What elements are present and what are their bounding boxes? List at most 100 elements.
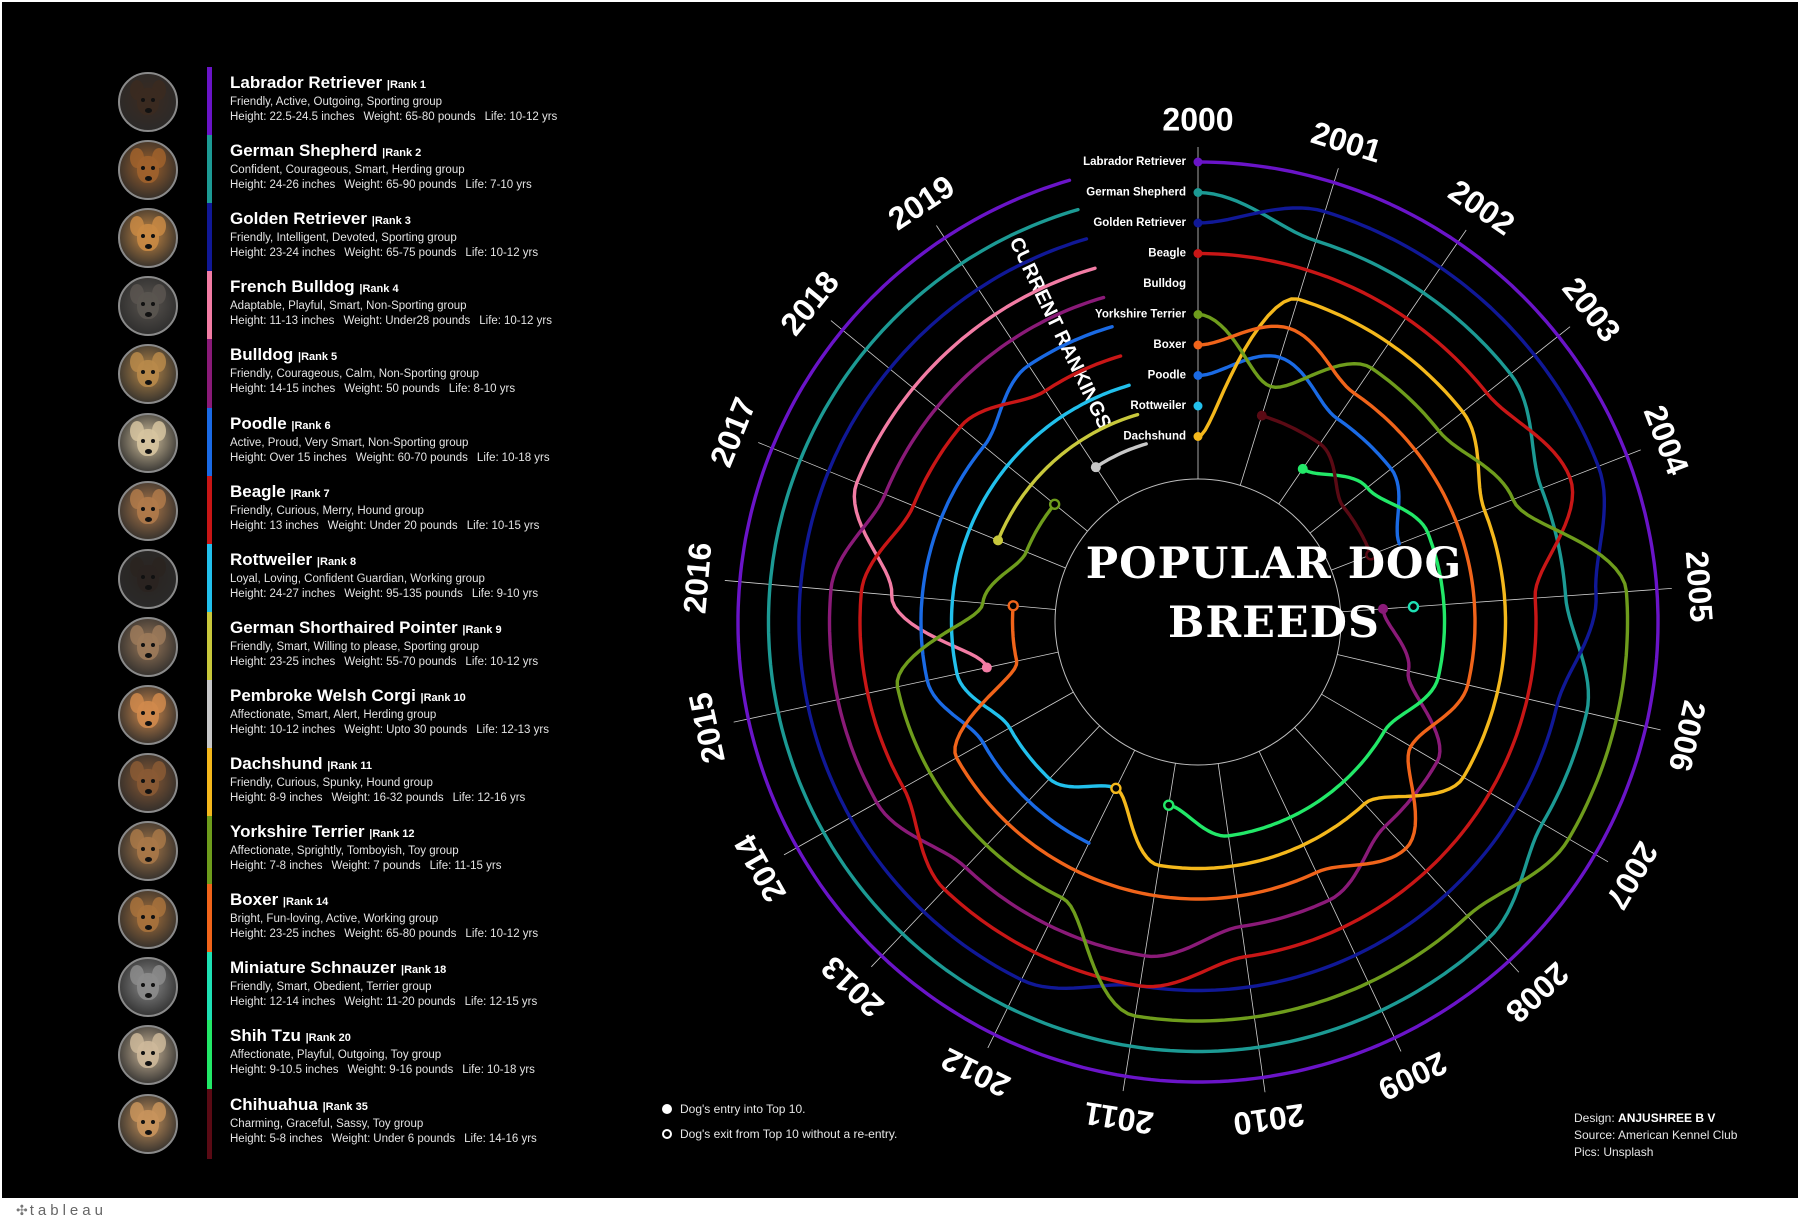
- legend-entry: Dog's entry into Top 10.: [662, 1102, 805, 1116]
- breed-weight: Under 6 pounds: [373, 1132, 456, 1145]
- start-marker: [1193, 310, 1203, 319]
- dashboard: Labrador Retriever |Rank 1 Friendly, Acti…: [2, 2, 1798, 1198]
- dachshund-photo: [118, 753, 178, 813]
- series-start-label: Yorkshire Terrier: [1095, 309, 1187, 321]
- shih-tzu-photo: [118, 1025, 178, 1086]
- breed-traits: Affectionate, Playful, Outgoing, Toy gro…: [230, 1049, 442, 1062]
- breed-color-bar: [207, 1020, 212, 1091]
- entry-marker: [1297, 463, 1308, 474]
- year-label: 2011: [1082, 1095, 1156, 1142]
- exit-marker: [1007, 600, 1019, 612]
- breed-name: German Shorthaired Pointer |Rank 9: [230, 617, 502, 637]
- breed-traits: Friendly, Courageous, Calm, Non-Sporting…: [230, 368, 480, 381]
- breed-rank: |Rank 14: [282, 896, 329, 909]
- breed-color-bar: [207, 543, 212, 614]
- beagle-photo: [118, 480, 178, 541]
- breed-rank: |Rank 3: [371, 215, 411, 228]
- breed-life: 9-10 yrs: [496, 587, 539, 600]
- breed-traits: Affectionate, Sprightly, Tomboyish, Toy …: [230, 845, 459, 858]
- rottweiler-photo: [118, 548, 178, 609]
- breed-traits: Friendly, Curious, Merry, Hound group: [230, 504, 424, 517]
- entry-marker: [1090, 462, 1101, 473]
- series-line: [1196, 354, 1401, 546]
- breed-rank: |Rank 10: [420, 691, 466, 704]
- series-line: [797, 206, 1606, 993]
- breed-color-bar: [207, 271, 212, 342]
- breed-life: 8-10 yrs: [473, 383, 516, 396]
- footer: ✣ tableau: [0, 1198, 1800, 1227]
- breed-weight: Upto 30 pounds: [386, 723, 468, 736]
- breed-height: 13 inches: [269, 519, 319, 532]
- breed-name: Beagle |Rank 7: [230, 481, 330, 501]
- series-line: [919, 325, 1114, 845]
- breed-rank: |Rank 5: [298, 351, 338, 364]
- breed-list: Labrador Retriever |Rank 1 Friendly, Acti…: [2, 2, 662, 1198]
- pembroke-welsh-corgi-photo: [118, 684, 178, 745]
- series-start-label: Bulldog: [1143, 278, 1186, 290]
- breed-traits: Loyal, Loving, Confident Guardian, Worki…: [230, 572, 485, 585]
- breed-weight: 50 pounds: [386, 383, 440, 396]
- exit-marker: [1407, 601, 1420, 613]
- breed-weight: 9-16 pounds: [389, 1064, 454, 1077]
- breed-weight: 16-32 pounds: [373, 792, 444, 804]
- breed-color-bar: [207, 67, 212, 137]
- breed-weight: 7 pounds: [373, 860, 421, 873]
- breed-name: Shih Tzu |Rank 20: [230, 1026, 351, 1046]
- entry-marker: [1378, 603, 1389, 614]
- breed-name: French Bulldog |Rank 4: [230, 277, 399, 297]
- breed-color-bar: [207, 475, 212, 546]
- poodle-photo: [118, 412, 178, 473]
- breed-name: Golden Retriever |Rank 3: [230, 209, 411, 229]
- breed-row: German Shepherd |Rank 2 Confident, Courag…: [2, 135, 642, 206]
- breed-life: 10-12 yrs: [490, 655, 539, 668]
- credit-design: Design: ANJUSHREE B V: [1574, 1111, 1716, 1125]
- breed-weight: 60-70 pounds: [397, 451, 468, 464]
- breed-stats: Height: 23-24 inches Weight: 65-75 pounds Li…: [230, 247, 539, 260]
- breed-color-bar: [207, 135, 212, 206]
- breed-name: Chihuahua |Rank 35: [230, 1094, 368, 1114]
- entry-marker: [1256, 410, 1267, 421]
- breed-weight: 65-80 pounds: [405, 111, 476, 123]
- breed-row: Golden Retriever |Rank 3 Friendly, Intell…: [2, 203, 642, 274]
- year-label: 2006: [1662, 697, 1713, 775]
- entry-marker: [993, 535, 1004, 546]
- series-start-label: German Shepherd: [1086, 187, 1186, 199]
- series-line: [1094, 442, 1148, 469]
- start-marker: [1193, 188, 1203, 197]
- series-line: [996, 412, 1140, 543]
- breed-stats: Height: 8-9 inches Weight: 16-32 pounds Life…: [230, 792, 526, 804]
- start-marker: [1193, 371, 1203, 380]
- breed-rank: |Rank 6: [291, 419, 331, 432]
- breed-height: 23-25 inches: [269, 928, 336, 941]
- series-line: [858, 251, 1575, 989]
- breed-stats: Height: 11-13 inches Weight: Under28 pounds…: [230, 315, 552, 328]
- breed-name: Yorkshire Terrier |Rank 12: [230, 822, 415, 842]
- exit-marker: [1048, 498, 1061, 510]
- series-line: [895, 312, 1630, 1023]
- year-label: 2018: [773, 264, 846, 342]
- series-start-label: Dachshund: [1123, 431, 1186, 443]
- start-marker: [1193, 432, 1203, 441]
- breed-row: Chihuahua |Rank 35 Charming, Graceful, Sa…: [2, 1088, 642, 1159]
- breed-row: Yorkshire Terrier |Rank 12 Affectionate, …: [2, 816, 642, 887]
- breed-row: Rottweiler |Rank 8 Loyal, Loving, Confide…: [2, 543, 642, 614]
- french-bulldog-photo: [118, 276, 178, 337]
- year-label: 2000: [1162, 101, 1233, 137]
- year-label: 2014: [727, 828, 793, 908]
- breed-color-bar: [207, 611, 212, 682]
- start-marker: [1193, 340, 1203, 350]
- breed-color-bar: [207, 748, 212, 818]
- start-marker: [1193, 157, 1203, 167]
- breed-life: 10-18 yrs: [486, 1064, 535, 1077]
- breed-rank: |Rank 7: [290, 487, 330, 500]
- tableau-logo[interactable]: ✣ tableau: [16, 1202, 107, 1219]
- year-label: 2001: [1307, 114, 1386, 169]
- credits: Design: ANJUSHREE B V Source: American K…: [1574, 1110, 1737, 1161]
- breed-name: Pembroke Welsh Corgi |Rank 10: [230, 685, 466, 705]
- credit-source: Source: American Kennel Club: [1574, 1128, 1738, 1142]
- breed-row: Bulldog |Rank 5 Friendly, Courageous, Cal…: [2, 339, 642, 410]
- breed-color-bar: [207, 816, 212, 887]
- breed-row: Beagle |Rank 7 Friendly, Curious, Merry, …: [2, 475, 642, 546]
- year-label: 2008: [1499, 955, 1576, 1030]
- breed-weight: 65-75 pounds: [386, 247, 457, 260]
